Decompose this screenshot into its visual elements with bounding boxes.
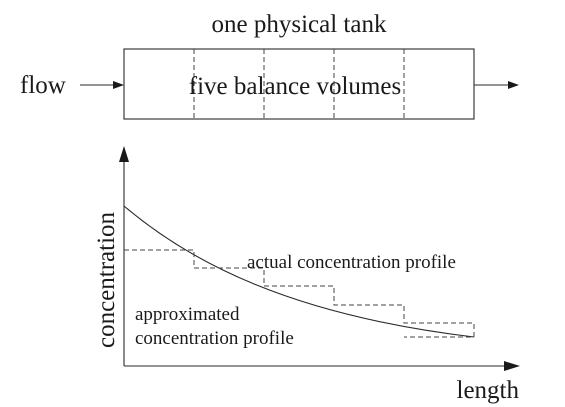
flow-label: flow	[20, 72, 66, 99]
diagram-title: one physical tank	[212, 11, 387, 38]
x-axis-arrowhead	[504, 361, 520, 371]
approx-profile-label-line1: approximated	[135, 304, 240, 325]
approximated-profile-steps	[124, 249, 475, 338]
tank-box	[123, 48, 475, 120]
actual-profile-label: actual concentration profile	[247, 252, 456, 273]
box-label: five balance volumes	[189, 73, 401, 100]
approx-profile-label-line2: concentration profile	[135, 328, 294, 349]
inlet-arrowhead	[113, 81, 124, 89]
y-axis-arrowhead	[119, 146, 129, 162]
y-axis-label: concentration	[93, 211, 120, 348]
balance-volume-dividers	[193, 49, 405, 119]
actual-profile-curve	[123, 205, 475, 338]
x-axis-label: length	[457, 377, 520, 404]
outlet-arrowhead	[508, 81, 519, 89]
